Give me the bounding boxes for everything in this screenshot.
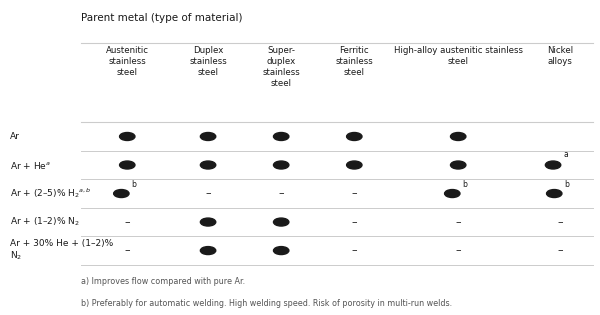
Text: Austenitic
stainless
steel: Austenitic stainless steel bbox=[106, 46, 149, 77]
Text: a) Improves flow compared with pure Ar.: a) Improves flow compared with pure Ar. bbox=[81, 277, 245, 286]
Text: a: a bbox=[563, 151, 568, 159]
Circle shape bbox=[274, 161, 289, 169]
Circle shape bbox=[347, 133, 362, 140]
Circle shape bbox=[445, 190, 460, 198]
Text: Super-
duplex
stainless
steel: Super- duplex stainless steel bbox=[262, 46, 300, 88]
Circle shape bbox=[545, 161, 561, 169]
Circle shape bbox=[347, 161, 362, 169]
Circle shape bbox=[200, 161, 216, 169]
Circle shape bbox=[274, 133, 289, 140]
Circle shape bbox=[119, 133, 135, 140]
Circle shape bbox=[200, 133, 216, 140]
Text: Ar + (1–2)% N$_2$: Ar + (1–2)% N$_2$ bbox=[10, 216, 80, 228]
Circle shape bbox=[200, 218, 216, 226]
Circle shape bbox=[274, 218, 289, 226]
Text: Nickel
alloys: Nickel alloys bbox=[547, 46, 573, 66]
Text: Ar: Ar bbox=[10, 132, 20, 141]
Circle shape bbox=[547, 190, 562, 198]
Text: b: b bbox=[463, 180, 467, 189]
Text: Ar + 30% He + (1–2)%
N$_2$: Ar + 30% He + (1–2)% N$_2$ bbox=[10, 239, 113, 262]
Text: b: b bbox=[565, 180, 569, 189]
Circle shape bbox=[119, 161, 135, 169]
Text: –: – bbox=[352, 189, 357, 198]
Text: –: – bbox=[352, 217, 357, 227]
Text: Ferritic
stainless
steel: Ferritic stainless steel bbox=[335, 46, 373, 77]
Text: Ar + He$^a$: Ar + He$^a$ bbox=[10, 159, 51, 170]
Circle shape bbox=[274, 247, 289, 255]
Text: –: – bbox=[455, 217, 461, 227]
Text: Duplex
stainless
steel: Duplex stainless steel bbox=[189, 46, 227, 77]
Text: –: – bbox=[124, 246, 130, 255]
Text: –: – bbox=[455, 246, 461, 255]
Text: –: – bbox=[124, 217, 130, 227]
Text: –: – bbox=[557, 246, 563, 255]
Text: –: – bbox=[557, 217, 563, 227]
Text: b: b bbox=[131, 180, 136, 189]
Circle shape bbox=[200, 247, 216, 255]
Text: Parent metal (type of material): Parent metal (type of material) bbox=[81, 13, 242, 23]
Text: b) Preferably for automatic welding. High welding speed. Risk of porosity in mul: b) Preferably for automatic welding. Hig… bbox=[81, 299, 452, 307]
Circle shape bbox=[451, 161, 466, 169]
Text: –: – bbox=[352, 246, 357, 255]
Text: High-alloy austenitic stainless
steel: High-alloy austenitic stainless steel bbox=[394, 46, 523, 66]
Text: –: – bbox=[205, 189, 211, 198]
Circle shape bbox=[113, 190, 129, 198]
Text: Ar + (2–5)% H$_2$$^{a,b}$: Ar + (2–5)% H$_2$$^{a,b}$ bbox=[10, 186, 92, 200]
Text: –: – bbox=[278, 189, 284, 198]
Circle shape bbox=[451, 133, 466, 140]
